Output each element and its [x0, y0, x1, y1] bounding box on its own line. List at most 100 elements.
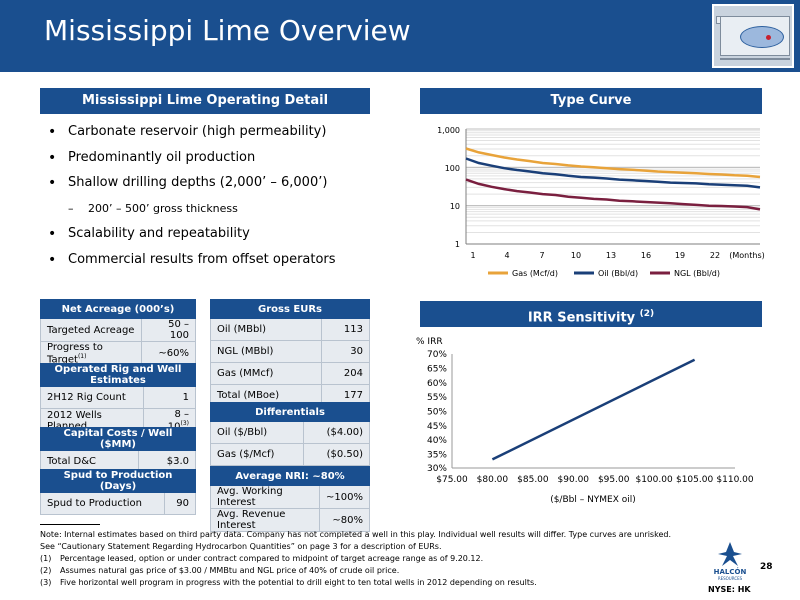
y-tick-label: 100	[445, 164, 460, 173]
net-acreage-table: Net Acreage (000’s) Targeted Acreage 50 …	[39, 299, 196, 367]
x-tick-label: $100.00	[635, 475, 672, 485]
y-tick-label: 40%	[427, 436, 447, 446]
row-value: 90	[164, 492, 196, 515]
table-header: Gross EURs	[210, 299, 370, 319]
irr-svg: % IRR 70% 65% 60% 55% 50% 45% 40% 35% 30…	[416, 337, 754, 505]
x-tick-label: $85.00	[517, 475, 549, 485]
row-label: NGL (MBbl)	[209, 340, 323, 363]
table-row: Avg. Revenue Interest ~80%	[209, 508, 370, 532]
row-value: 177	[321, 384, 370, 407]
row-value: 113	[321, 318, 370, 341]
y-tick-label: 45%	[427, 422, 447, 432]
bullet-item: Shallow drilling depths (2,000’ – 6,000’…	[48, 173, 408, 199]
x-tick-label: $105.00	[676, 475, 713, 485]
table-row: Targeted Acreage 50 – 100	[39, 318, 196, 342]
row-value: 204	[321, 362, 370, 385]
ticker-symbol: NYSE: HK	[708, 585, 751, 594]
table-row: Oil (MBbl) 113	[209, 318, 370, 341]
type-curve-x-ticks: 1 4 7 10 13 16 19 22 (Months)	[470, 251, 764, 260]
irr-x-ticks: $75.00 $80.00 $85.00 $90.00 $95.00 $100.…	[436, 475, 754, 485]
table-row: NGL (MBbl) 30	[209, 340, 370, 363]
row-label: Gas (MMcf)	[209, 362, 323, 385]
footnote-note: Note: Internal estimates based on third …	[40, 530, 671, 539]
legend-label: NGL (Bbl/d)	[674, 269, 720, 278]
bullet-item: Scalability and repeatability	[48, 224, 408, 250]
x-tick-label: $95.00	[598, 475, 630, 485]
y-tick-label: 30%	[427, 464, 447, 474]
bullet-item: Commercial results from offset operators	[48, 250, 408, 276]
y-tick-label: 1,000	[437, 126, 460, 135]
rig-estimates-table: Operated Rig and Well Estimates 2H12 Rig…	[39, 363, 196, 434]
legend-label: Oil (Bbl/d)	[598, 269, 638, 278]
type-curve-heading: Type Curve	[420, 88, 762, 114]
page-title: Mississippi Lime Overview	[44, 14, 411, 47]
x-tick-label: $110.00	[716, 475, 753, 485]
row-value: 30	[321, 340, 370, 363]
row-value: 8 – 10	[168, 409, 189, 432]
footnote-item: (2) Assumes natural gas price of $3.00 / …	[40, 565, 720, 577]
map-marker-icon	[766, 35, 771, 40]
row-value: ($4.00)	[303, 421, 370, 444]
type-curve-series	[465, 147, 761, 211]
irr-heading: IRR Sensitivity (2)	[420, 301, 762, 327]
bullet-item: Predominantly oil production	[48, 148, 408, 174]
irr-series	[491, 358, 696, 461]
type-curve-chart: 1,000 100 10 1 1 4 7 10 13 16 19 22 (Mon…	[410, 118, 770, 290]
row-label: 2H12 Rig Count	[39, 386, 145, 409]
x-tick-label: 10	[571, 251, 581, 260]
y-tick-label: 55%	[427, 393, 447, 403]
table-row: 2H12 Rig Count 1	[39, 386, 196, 409]
row-value: 1	[143, 386, 196, 409]
footnote-text: Percentage leased, option or under contr…	[60, 554, 484, 563]
location-map	[712, 4, 794, 68]
row-label: Spud to Production	[39, 492, 166, 515]
x-tick-label: 16	[641, 251, 651, 260]
y-tick-label: 35%	[427, 451, 447, 461]
operating-detail-bullets: Carbonate reservoir (high permeability) …	[48, 122, 408, 275]
x-axis-unit: (Months)	[729, 251, 764, 260]
y-tick-label: 50%	[427, 408, 447, 418]
type-curve-grid	[466, 128, 760, 245]
logo-name: HALCÓN	[713, 568, 747, 576]
row-value: 50 – 100	[141, 318, 196, 342]
y-tick-label: 1	[455, 240, 460, 249]
x-tick-label: $90.00	[558, 475, 590, 485]
table-row: Spud to Production 90	[39, 492, 196, 515]
irr-heading-text: IRR Sensitivity	[527, 310, 636, 326]
page-number: 28	[760, 562, 773, 572]
operating-detail-heading: Mississippi Lime Operating Detail	[40, 88, 370, 114]
footnote-ref: (3)	[180, 420, 190, 427]
footnotes: Note: Internal estimates based on third …	[40, 524, 720, 589]
x-tick-label: 1	[470, 251, 475, 260]
y-tick-label: 70%	[427, 350, 447, 360]
table-header: Spud to Production (Days)	[40, 469, 196, 493]
x-tick-label: 19	[675, 251, 685, 260]
table-header: Average NRI: ~80%	[210, 466, 370, 486]
table-row: Oil ($/Bbl) ($4.00)	[209, 421, 370, 444]
footnote-ref: (2)	[639, 309, 655, 319]
footnote-item: (1) Percentage leased, option or under co…	[40, 553, 720, 565]
irr-y-ticks: 70% 65% 60% 55% 50% 45% 40% 35% 30%	[427, 350, 447, 474]
footnote-number: (2)	[40, 566, 52, 575]
y-tick-label: 65%	[427, 365, 447, 375]
sub-bullet-item: 200’ – 500’ gross thickness	[48, 199, 408, 225]
y-tick-label: 10	[450, 202, 460, 211]
y-tick-label: 60%	[427, 379, 447, 389]
table-header: Net Acreage (000’s)	[40, 299, 196, 319]
map-play-area	[740, 26, 784, 48]
row-value: ~80%	[319, 508, 370, 532]
bullet-item: Carbonate reservoir (high permeability)	[48, 122, 408, 148]
footnote-divider	[40, 524, 100, 525]
row-label: Avg. Working Interest	[209, 485, 321, 509]
type-curve-legend: Gas (Mcf/d) Oil (Bbl/d) NGL (Bbl/d)	[488, 269, 720, 278]
halcon-bird-icon	[718, 542, 742, 566]
row-label: Oil (MBbl)	[209, 318, 323, 341]
differentials-table: Differentials Oil ($/Bbl) ($4.00) Gas ($/…	[209, 402, 370, 466]
type-curve-axes	[465, 129, 760, 245]
table-row: Total (MBoe) 177	[209, 384, 370, 407]
x-tick-label: $75.00	[436, 475, 468, 485]
footnote-number: (3)	[40, 578, 52, 587]
x-tick-label: $80.00	[477, 475, 509, 485]
company-logo: HALCÓN RESOURCES	[700, 540, 760, 586]
series-line	[465, 157, 761, 189]
